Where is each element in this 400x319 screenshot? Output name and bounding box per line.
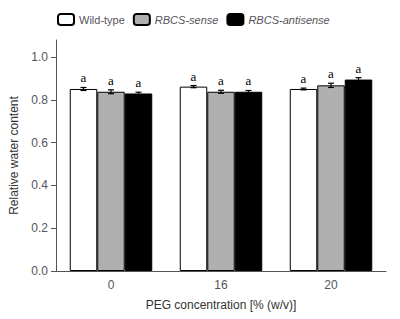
svg-text:0.6: 0.6 xyxy=(31,136,48,150)
svg-text:0: 0 xyxy=(108,278,115,292)
svg-text:20: 20 xyxy=(324,278,338,292)
svg-text:1.0: 1.0 xyxy=(31,50,48,64)
svg-text:a: a xyxy=(218,73,224,88)
svg-text:a: a xyxy=(246,73,252,88)
svg-text:a: a xyxy=(301,71,307,86)
svg-text:RBCS-sense: RBCS-sense xyxy=(155,14,219,26)
svg-text:0.0: 0.0 xyxy=(31,264,48,278)
svg-text:a: a xyxy=(356,61,362,76)
svg-text:a: a xyxy=(81,70,87,85)
svg-text:16: 16 xyxy=(214,278,228,292)
svg-text:a: a xyxy=(328,66,334,81)
svg-text:0.4: 0.4 xyxy=(31,178,48,192)
svg-text:a: a xyxy=(136,75,142,90)
svg-text:RBCS-antisense: RBCS-antisense xyxy=(248,14,329,26)
svg-text:0.2: 0.2 xyxy=(31,221,48,235)
svg-text:0.8: 0.8 xyxy=(31,93,48,107)
svg-text:a: a xyxy=(191,69,197,84)
svg-text:a: a xyxy=(108,73,114,88)
svg-text:Wild-type: Wild-type xyxy=(79,14,125,26)
svg-text:Relative water content: Relative water content xyxy=(7,95,21,214)
svg-text:PEG concentration [% (w/v)]: PEG concentration [% (w/v)] xyxy=(146,298,297,312)
